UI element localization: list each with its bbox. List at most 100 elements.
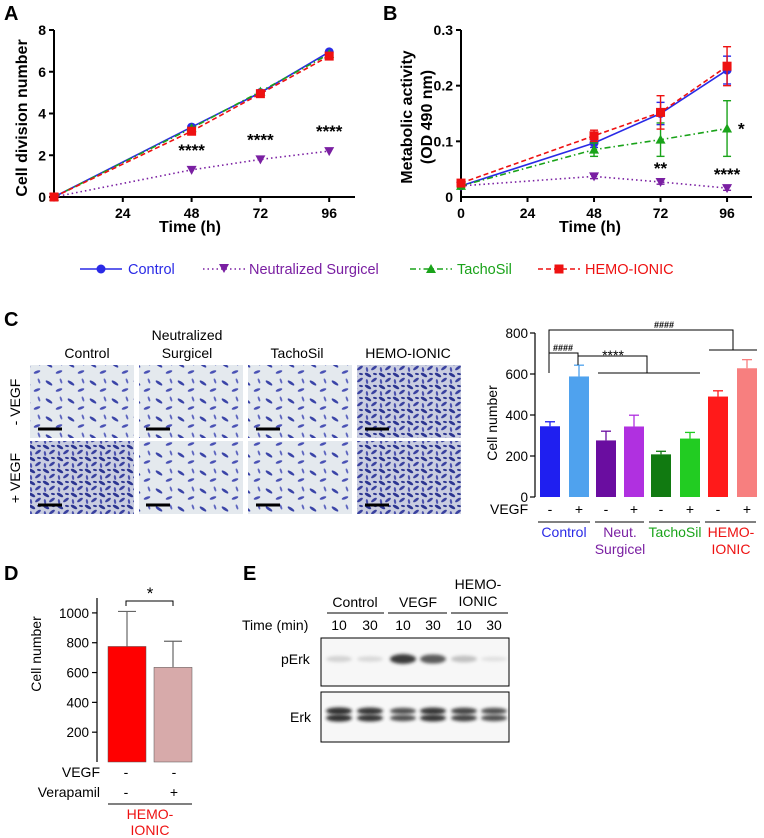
panel-a-y-tick-label: 6 bbox=[38, 64, 46, 80]
group-label-hemo-line1: HEMO- bbox=[708, 524, 755, 540]
panel-a-x-tick-label: 96 bbox=[321, 205, 337, 221]
panel-d-group-label-line1: HEMO- bbox=[127, 806, 174, 822]
micrograph-control-minus-vegf bbox=[30, 365, 134, 438]
panel-e-time-value: 30 bbox=[486, 617, 502, 633]
legend-item-tachosil: TachoSil bbox=[410, 262, 512, 278]
panel-a-point-surgicel bbox=[255, 155, 266, 165]
panel-d-vegf-sign-1: - bbox=[124, 764, 129, 780]
panel-c-bar bbox=[569, 376, 589, 497]
panel-a-point-hemo bbox=[255, 89, 265, 99]
erk-band-upper bbox=[481, 707, 507, 715]
legend-control-marker bbox=[96, 264, 106, 274]
panel-e-time-values: 10 30 10 30 10 30 bbox=[331, 617, 502, 633]
panel-c-micrographs: C Control Neutralized Surgicel TachoSil … bbox=[4, 309, 461, 514]
panel-b-significance-label: * bbox=[738, 120, 745, 139]
panel-d-bar bbox=[107, 646, 147, 763]
panel-e-time-value: 30 bbox=[425, 617, 441, 633]
panel-b-point-hemo bbox=[722, 61, 732, 71]
erk-band-lower bbox=[390, 714, 416, 722]
panel-e-blot-label-perk: pErk bbox=[281, 651, 311, 667]
panel-c-bar bbox=[540, 426, 560, 497]
panel-a-series-line-tachosil bbox=[53, 53, 330, 198]
panel-b-series-line-hemo bbox=[460, 65, 728, 184]
panel-b-series: ** ***** bbox=[456, 46, 745, 194]
micrograph-control-plus-vegf bbox=[30, 441, 134, 514]
panel-c-bar bbox=[708, 396, 728, 497]
perk-band bbox=[357, 656, 383, 662]
erk-band-lower bbox=[451, 714, 477, 722]
panel-d-y-tick-label: 400 bbox=[66, 695, 89, 710]
panel-e-blot-label-erk: Erk bbox=[290, 709, 312, 725]
panel-a-significance-label: **** bbox=[316, 122, 343, 141]
panel-b-point-tachosil bbox=[722, 123, 733, 133]
erk-band-upper bbox=[420, 707, 446, 715]
micrograph-hemo-plus-vegf bbox=[357, 441, 461, 514]
erk-band-upper bbox=[451, 707, 477, 715]
panel-c-bars bbox=[540, 358, 757, 497]
panel-e-group-vegf: VEGF bbox=[399, 594, 437, 610]
panel-e-bands bbox=[326, 654, 507, 722]
erk-band-lower bbox=[326, 714, 352, 722]
panel-c-row-label-plus-vegf: + VEGF bbox=[7, 453, 23, 503]
panel-b-y-tick-label: 0.2 bbox=[434, 78, 454, 94]
legend: Control Neutralized Surgicel TachoSil HE… bbox=[80, 262, 674, 278]
panel-d-axes: 200 400 600 800 1000 bbox=[59, 598, 98, 762]
panel-b-x-tick-label: 24 bbox=[520, 205, 536, 221]
sig-label-control-vs-hemo: #### bbox=[654, 320, 674, 330]
perk-band bbox=[451, 655, 477, 663]
panel-c-vegf-label: VEGF bbox=[490, 501, 528, 517]
panel-b-y-tick-label: 0 bbox=[445, 189, 453, 205]
group-label-control: Control bbox=[541, 524, 586, 540]
panel-a-x-tick-label: 72 bbox=[253, 205, 269, 221]
panel-e-time-value: 10 bbox=[331, 617, 347, 633]
panel-a-point-hemo bbox=[324, 51, 334, 61]
panel-b-y-tick-label: 0.1 bbox=[434, 133, 454, 149]
panel-c-col-header-hemo: HEMO-IONIC bbox=[365, 345, 451, 361]
panel-c-col-header-control: Control bbox=[64, 345, 109, 361]
panel-a-series: **** **** **** bbox=[49, 47, 343, 202]
panel-c-vegf-sign: + bbox=[575, 501, 583, 517]
panel-b-x-tick-label: 72 bbox=[653, 205, 669, 221]
panel-b-significance-label: **** bbox=[714, 165, 741, 184]
panel-d-verapamil-sign-2: + bbox=[170, 784, 178, 800]
panel-c-y-axis-title: Cell number bbox=[484, 385, 500, 461]
micrograph-tachosil-minus-vegf bbox=[248, 365, 352, 438]
perk-band bbox=[420, 654, 446, 664]
panel-c-vegf-sign: + bbox=[630, 501, 638, 517]
panel-c-y-tick-label: 400 bbox=[505, 408, 528, 423]
group-label-surgicel-line2: Surgicel bbox=[595, 541, 646, 557]
panel-c-y-tick-label: 0 bbox=[520, 490, 528, 505]
panel-d-vegf-sign-2: - bbox=[172, 764, 177, 780]
panel-b-point-hemo bbox=[456, 178, 466, 188]
legend-tachosil-label: TachoSil bbox=[457, 262, 512, 278]
panel-b-point-tachosil bbox=[589, 144, 600, 154]
panel-b-y-tick-label: 0.3 bbox=[434, 22, 454, 38]
panel-d-letter: D bbox=[4, 563, 18, 585]
panel-c-vegf-sign: + bbox=[743, 501, 751, 517]
panel-c-letter: C bbox=[4, 309, 18, 331]
panel-a-series-line-hemo bbox=[53, 55, 330, 198]
panel-c-col-header-surgicel-line1: Neutralized bbox=[152, 327, 223, 343]
panel-c-y-tick-label: 600 bbox=[505, 367, 528, 382]
group-label-hemo-line2: IONIC bbox=[712, 541, 751, 557]
panel-c-vegf-sign: - bbox=[548, 501, 553, 517]
panel-c-significance bbox=[548, 329, 757, 374]
panel-a-y-tick-label: 0 bbox=[38, 189, 46, 205]
panel-b-point-hemo bbox=[656, 107, 666, 117]
panel-d-bars bbox=[107, 610, 193, 763]
perk-band bbox=[481, 656, 507, 662]
sig-label-control-vegf: #### bbox=[553, 343, 573, 353]
panel-b-letter: B bbox=[383, 3, 397, 25]
blot-pErk bbox=[320, 637, 510, 687]
panel-c-bar bbox=[624, 426, 644, 497]
panel-c-vegf-sign: - bbox=[604, 501, 609, 517]
panel-b-x-axis-title: Time (h) bbox=[559, 219, 621, 236]
panel-a-y-tick-label: 8 bbox=[38, 22, 46, 38]
sig-bracket-control-vegf bbox=[548, 352, 579, 373]
panel-e-letter: E bbox=[243, 563, 256, 585]
panel-d-group-label-line2: IONIC bbox=[131, 822, 170, 838]
panel-b-point-hemo bbox=[589, 131, 599, 141]
